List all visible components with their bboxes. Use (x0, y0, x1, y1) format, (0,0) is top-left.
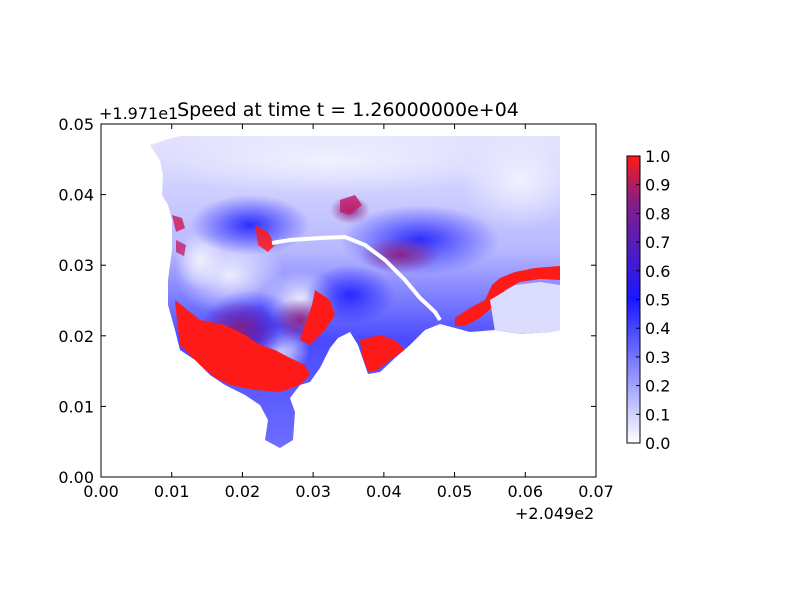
x-tick-label: 0.02 (225, 482, 261, 501)
x-offset-label: +2.049e2 (515, 504, 594, 523)
y-tick-label: 0.00 (58, 468, 94, 487)
colorbar-tick-label: 0.1 (645, 405, 670, 424)
colorbar-axis: 0.0 0.1 0.2 0.3 0.4 0.5 0.6 0.7 0.8 0.9 1.0 (636, 147, 670, 453)
colorbar-tick-label: 1.0 (645, 147, 670, 166)
y-tick-label: 0.02 (58, 327, 94, 346)
x-axis: 0.00 0.01 0.02 0.03 0.04 0.05 0.06 0.07 (83, 124, 614, 501)
y-tick-label: 0.01 (58, 397, 94, 416)
y-tick-label: 0.04 (58, 186, 94, 205)
x-tick-label: 0.01 (154, 482, 190, 501)
x-tick-label: 0.06 (507, 482, 543, 501)
colorbar-tick-label: 0.0 (645, 434, 670, 453)
y-tick-label: 0.05 (58, 115, 94, 134)
colorbar-tick-label: 0.3 (645, 348, 670, 367)
y-offset-label: +1.971e1 (99, 104, 178, 123)
x-tick-label: 0.00 (83, 482, 119, 501)
colorbar-tick-label: 0.2 (645, 377, 670, 396)
x-tick-label: 0.03 (295, 482, 331, 501)
axes-frame (100, 123, 597, 478)
speed-heatmap (150, 136, 560, 448)
colorbar-tick-label: 0.5 (645, 291, 670, 310)
y-tick-label: 0.03 (58, 256, 94, 275)
colorbar-tick-label: 0.6 (645, 262, 670, 281)
chart-title: Speed at time t = 1.26000000e+04 (177, 99, 519, 121)
x-tick-label: 0.04 (366, 482, 402, 501)
x-tick-label: 0.05 (437, 482, 473, 501)
colorbar-tick-label: 0.8 (645, 204, 670, 223)
colorbar-tick-label: 0.9 (645, 176, 670, 195)
colorbar-tick-label: 0.4 (645, 319, 670, 338)
y-axis: 0.00 0.01 0.02 0.03 0.04 0.05 (58, 115, 596, 487)
colorbar-tick-label: 0.7 (645, 233, 670, 252)
x-tick-label: 0.07 (578, 482, 614, 501)
